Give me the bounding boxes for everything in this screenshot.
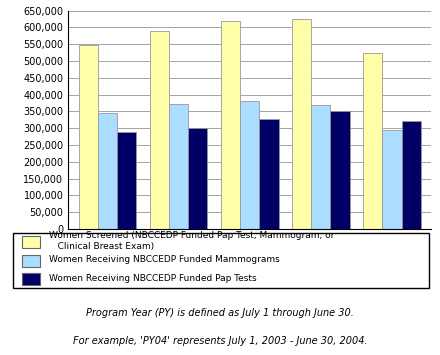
Bar bbox=[382, 130, 402, 229]
Bar bbox=[292, 19, 311, 229]
Bar bbox=[117, 132, 136, 229]
Text: Women Screened (NBCCEDP Funded Pap Test, Mammogram, or
   Clinical Breast Exam): Women Screened (NBCCEDP Funded Pap Test,… bbox=[48, 231, 334, 251]
Bar bbox=[22, 236, 40, 248]
Bar bbox=[188, 128, 207, 229]
Text: For example, 'PY04' represents July 1, 2003 - June 30, 2004.: For example, 'PY04' represents July 1, 2… bbox=[73, 336, 367, 346]
Bar bbox=[221, 21, 240, 229]
Bar bbox=[330, 111, 350, 229]
Bar bbox=[22, 273, 40, 285]
Bar bbox=[78, 45, 98, 229]
Bar bbox=[150, 31, 169, 229]
Bar bbox=[22, 255, 40, 267]
Text: Program Year (PY) is defined as July 1 through June 30.: Program Year (PY) is defined as July 1 t… bbox=[86, 308, 354, 318]
Bar bbox=[311, 105, 330, 229]
Bar bbox=[98, 113, 117, 229]
Text: Women Receiving NBCCEDP Funded Pap Tests: Women Receiving NBCCEDP Funded Pap Tests bbox=[48, 274, 256, 283]
Bar bbox=[240, 101, 259, 229]
Text: Women Receiving NBCCEDP Funded Mammograms: Women Receiving NBCCEDP Funded Mammogram… bbox=[48, 255, 279, 264]
Bar bbox=[169, 104, 188, 229]
Bar bbox=[363, 53, 382, 229]
Bar bbox=[259, 119, 279, 229]
Bar bbox=[402, 121, 421, 229]
